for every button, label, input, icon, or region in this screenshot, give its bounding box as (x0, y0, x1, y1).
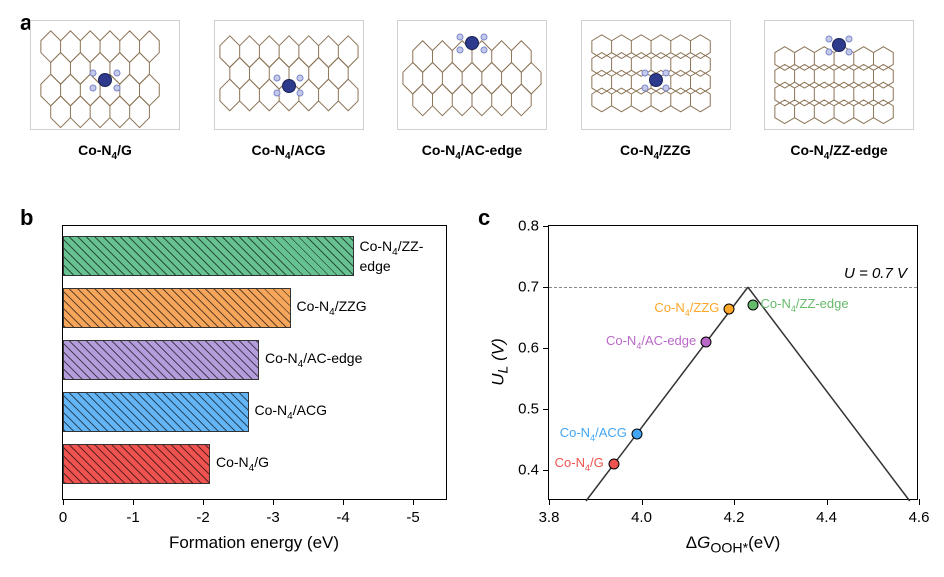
point-label: Co-N4/G (555, 456, 604, 474)
y-tick-label: 0.7 (518, 279, 539, 296)
point-label: Co-N4/ACG (560, 425, 627, 443)
nitrogen-atom (273, 75, 280, 82)
structure-label: Co-N4/ZZG (620, 142, 691, 162)
bar-chart-area: Co-N4/ZZ-edge Co-N4/ZZG Co-N4/AC-edge Co-N4… (62, 225, 447, 500)
lattice-diagram (764, 20, 914, 130)
structure-item: Co-N4/ZZ-edge (754, 20, 924, 175)
x-tick-label: -2 (196, 509, 209, 526)
structure-label: Co-N4/G (78, 142, 132, 162)
point-label: Co-N4/ZZ-edge (761, 297, 849, 315)
x-tick-label: 4.4 (816, 509, 837, 526)
x-tick-label: -3 (266, 509, 279, 526)
bar-label: Co-N4/ACG (255, 402, 327, 422)
structure-item: Co-N4/ACG (204, 20, 374, 175)
structure-item: Co-N4/AC-edge (387, 20, 557, 175)
lattice-diagram (30, 20, 180, 130)
y-tick-label: 0.4 (518, 462, 539, 479)
data-point (747, 300, 758, 311)
x-tick-label: 0 (59, 509, 67, 526)
nitrogen-atom (297, 75, 304, 82)
cobalt-atom (98, 73, 112, 87)
bar (63, 236, 354, 276)
nitrogen-atom (113, 84, 120, 91)
cobalt-atom (649, 73, 663, 87)
nitrogen-atom (113, 69, 120, 76)
structure-item: Co-N4/G (20, 20, 190, 175)
x-tick-label: 4.0 (631, 509, 652, 526)
bar (63, 444, 210, 484)
nitrogen-atom (297, 90, 304, 97)
bar-label: Co-N4/G (216, 454, 269, 474)
nitrogen-atom (480, 34, 487, 41)
panel-a-container: Co-N4/G Co-N4/ACG (20, 20, 924, 175)
nitrogen-atom (662, 69, 669, 76)
y-tick-label: 0.8 (518, 218, 539, 235)
x-tick-label: 4.2 (724, 509, 745, 526)
nitrogen-atom (457, 34, 464, 41)
nitrogen-atom (825, 49, 832, 56)
data-point (701, 337, 712, 348)
bar (63, 340, 259, 380)
scatter-chart-area: U = 0.7 V Co-N4/G Co-N4/ACG Co-N4/AC-edge Co… (548, 225, 918, 500)
x-axis-label-b: Formation energy (eV) (169, 533, 339, 553)
y-tick-label: 0.6 (518, 340, 539, 357)
nitrogen-atom (846, 36, 853, 43)
cobalt-atom (832, 38, 846, 52)
y-tick-label: 0.5 (518, 401, 539, 418)
bar (63, 392, 249, 432)
x-tick-label: -1 (126, 509, 139, 526)
structure-item: Co-N4/ZZG (571, 20, 741, 175)
cobalt-atom (465, 36, 479, 50)
x-axis-label-c: ΔGOOH*(eV) (686, 533, 780, 556)
nitrogen-atom (480, 47, 487, 54)
structure-label: Co-N4/AC-edge (422, 142, 522, 162)
lattice-diagram (581, 20, 731, 130)
nitrogen-atom (846, 49, 853, 56)
x-tick-label: 3.8 (539, 509, 560, 526)
lattice-diagram (397, 20, 547, 130)
x-tick-label: -4 (336, 509, 349, 526)
x-tick-label: 4.6 (909, 509, 930, 526)
x-tick-label: -5 (406, 509, 419, 526)
point-label: Co-N4/AC-edge (606, 333, 696, 351)
nitrogen-atom (662, 84, 669, 91)
reference-annotation: U = 0.7 V (844, 265, 907, 282)
nitrogen-atom (90, 69, 97, 76)
cobalt-atom (282, 79, 296, 93)
nitrogen-atom (457, 47, 464, 54)
structure-label: Co-N4/ACG (252, 142, 326, 162)
bar-label: Co-N4/AC-edge (265, 350, 362, 370)
nitrogen-atom (642, 84, 649, 91)
y-axis-label-c: UL (V) (488, 338, 511, 386)
lattice-diagram (214, 20, 364, 130)
bar-label: Co-N4/ZZ-edge (360, 238, 447, 274)
panel-b-container: Co-N4/ZZ-edge Co-N4/ZZG Co-N4/AC-edge Co-N4… (20, 215, 460, 560)
data-point (608, 459, 619, 470)
nitrogen-atom (642, 69, 649, 76)
data-point (631, 428, 642, 439)
nitrogen-atom (825, 36, 832, 43)
nitrogen-atom (90, 84, 97, 91)
reference-line (549, 287, 917, 288)
data-point (724, 303, 735, 314)
point-label: Co-N4/ZZG (654, 300, 719, 318)
nitrogen-atom (273, 90, 280, 97)
bar-label: Co-N4/ZZG (297, 298, 367, 318)
panel-c-container: U = 0.7 V Co-N4/G Co-N4/ACG Co-N4/AC-edge Co… (478, 215, 928, 560)
structure-label: Co-N4/ZZ-edge (790, 142, 887, 162)
bar (63, 288, 291, 328)
